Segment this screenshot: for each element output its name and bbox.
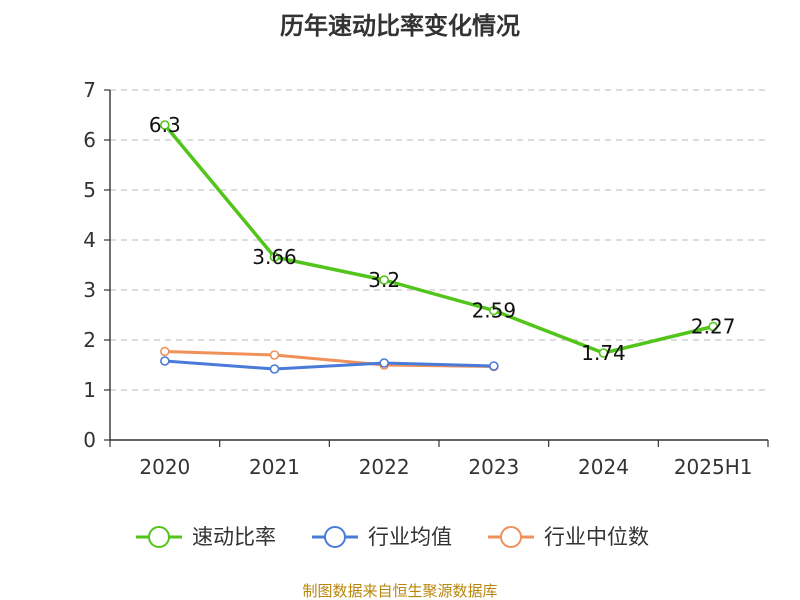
data-label: 2.27 [691,315,736,339]
data-point [269,350,280,360]
series-line-0 [163,123,714,355]
legend-item-1: 行业均值 [312,525,452,549]
legend-swatch-marker [324,526,346,548]
legend-label: 行业均值 [368,525,452,549]
x-axis-ticks: 2020 2021 2022 2023 2024 2025H1 [109,440,769,479]
data-point [160,120,170,130]
y-tick-label: 4 [83,228,96,252]
x-tick-label: 2024 [578,455,629,479]
data-point [489,305,499,316]
data-point [160,356,170,366]
y-tick-label: 2 [83,328,96,352]
data-label: 1.74 [581,341,626,365]
data-source-note: 制图数据来自恒生聚源数据库 [302,582,497,600]
legend: 速动比率 行业均值 行业中位数 [136,525,649,549]
y-tick-label: 3 [83,278,96,302]
legend-item-0: 速动比率 [136,525,276,549]
legend-item-2: 行业中位数 [488,525,649,549]
x-tick-label: 2020 [139,455,190,479]
series-0: 6.3 3.66 3.2 2.59 1.74 2.27 [149,113,736,365]
data-label: 3.2 [368,268,400,292]
series-layer: 6.3 3.66 3.2 2.59 1.74 2.27 [149,113,736,374]
data-point [160,346,170,357]
y-tick-label: 7 [83,78,96,102]
data-point [379,275,389,285]
series-1 [160,356,499,374]
data-label: 3.66 [252,245,297,269]
x-tick-label: 2021 [249,455,300,479]
legend-swatch-marker [500,526,522,548]
data-label: 6.3 [149,113,181,137]
y-tick-label: 6 [83,128,96,152]
data-point [379,358,389,368]
x-tick-label: 2022 [359,455,410,479]
axes [109,90,768,441]
data-point [489,361,499,371]
data-point [269,252,280,262]
legend-swatch-marker [148,526,170,548]
y-axis-ticks: 0 1 2 3 4 5 6 7 [83,78,110,452]
legend-label: 速动比率 [192,525,276,549]
y-tick-label: 1 [83,378,96,402]
chart-title: 历年速动比率变化情况 [280,12,520,40]
legend-label: 行业中位数 [544,525,649,549]
x-tick-label: 2025H1 [674,455,753,479]
data-label: 2.59 [472,299,517,323]
y-tick-label: 5 [83,178,96,202]
data-point [598,348,609,358]
data-point [708,321,718,332]
x-tick-label: 2023 [468,455,519,479]
y-tick-label: 0 [83,428,96,452]
gridlines [110,89,768,391]
data-point [269,364,280,374]
series-line-1 [164,359,494,371]
